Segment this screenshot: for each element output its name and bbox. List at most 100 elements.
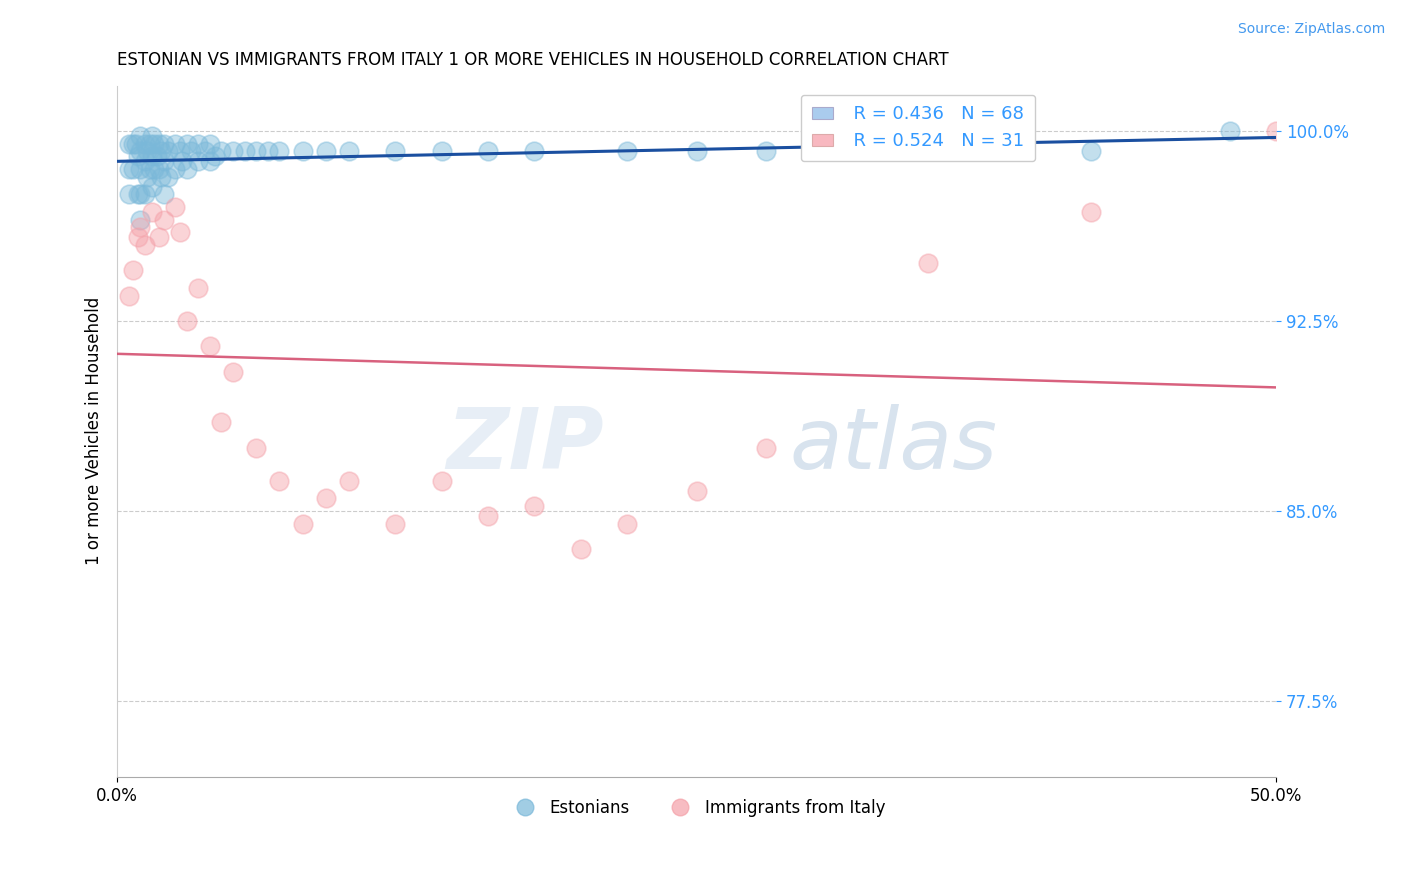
Point [157, 169, 180, 184]
Point [127, 230, 149, 244]
Text: ESTONIAN VS IMMIGRANTS FROM ITALY 1 OR MORE VEHICLES IN HOUSEHOLD CORRELATION CH: ESTONIAN VS IMMIGRANTS FROM ITALY 1 OR M… [117, 51, 949, 69]
Point [176, 136, 198, 151]
Point [127, 187, 149, 202]
Point [1080, 145, 1102, 159]
Point [138, 162, 160, 177]
Point [165, 162, 187, 177]
Point [211, 145, 233, 159]
Point [685, 483, 707, 498]
Point [141, 205, 163, 219]
Point [477, 509, 499, 524]
Point [245, 145, 267, 159]
Point [477, 145, 499, 159]
Point [180, 145, 202, 159]
Y-axis label: 1 or more Vehicles in Household: 1 or more Vehicles in Household [86, 297, 103, 566]
Point [755, 145, 778, 159]
Point [150, 169, 173, 184]
Point [136, 145, 159, 159]
Point [118, 136, 141, 151]
Point [198, 339, 221, 353]
Point [165, 136, 187, 151]
Point [291, 516, 314, 531]
Point [616, 516, 638, 531]
Point [136, 169, 159, 184]
Point [917, 256, 939, 270]
Point [169, 145, 191, 159]
Point [176, 162, 198, 177]
Point [337, 145, 360, 159]
Point [430, 474, 453, 488]
Point [187, 154, 209, 169]
Point [384, 516, 406, 531]
Point [127, 149, 149, 163]
Text: atlas: atlas [789, 403, 997, 486]
Point [222, 365, 245, 379]
Point [165, 200, 187, 214]
Point [134, 187, 156, 202]
Point [169, 226, 191, 240]
Point [157, 145, 180, 159]
Point [685, 145, 707, 159]
Point [148, 230, 170, 244]
Point [118, 162, 141, 177]
Point [245, 441, 267, 455]
Point [755, 441, 778, 455]
Point [134, 154, 156, 169]
Point [129, 162, 152, 177]
Point [1265, 124, 1288, 138]
Point [616, 145, 638, 159]
Point [143, 162, 166, 177]
Point [138, 136, 160, 151]
Point [122, 136, 145, 151]
Text: ZIP: ZIP [446, 403, 605, 486]
Point [187, 136, 209, 151]
Point [430, 145, 453, 159]
Point [315, 491, 337, 506]
Point [523, 499, 546, 513]
Point [148, 162, 170, 177]
Point [337, 474, 360, 488]
Point [198, 154, 221, 169]
Point [129, 187, 152, 202]
Point [172, 154, 194, 169]
Text: Source: ZipAtlas.com: Source: ZipAtlas.com [1237, 22, 1385, 37]
Point [384, 145, 406, 159]
Point [141, 179, 163, 194]
Point [198, 136, 221, 151]
Point [129, 129, 152, 144]
Point [143, 136, 166, 151]
Point [122, 162, 145, 177]
Point [125, 136, 148, 151]
Point [269, 474, 291, 488]
Point [315, 145, 337, 159]
Point [129, 212, 152, 227]
Point [523, 145, 546, 159]
Point [269, 145, 291, 159]
Point [233, 145, 256, 159]
Point [222, 145, 245, 159]
Point [141, 149, 163, 163]
Point [141, 129, 163, 144]
Point [204, 149, 226, 163]
Point [1080, 205, 1102, 219]
Point [211, 415, 233, 429]
Point [152, 212, 174, 227]
Point [152, 136, 174, 151]
Point [129, 145, 152, 159]
Point [187, 281, 209, 295]
Point [848, 145, 870, 159]
Point [122, 263, 145, 277]
Point [152, 154, 174, 169]
Point [291, 145, 314, 159]
Point [129, 220, 152, 235]
Point [176, 314, 198, 328]
Point [194, 145, 217, 159]
Point [134, 238, 156, 252]
Point [1219, 124, 1241, 138]
Point [145, 149, 167, 163]
Point [118, 289, 141, 303]
Point [152, 187, 174, 202]
Point [257, 145, 280, 159]
Point [148, 136, 170, 151]
Point [569, 541, 592, 556]
